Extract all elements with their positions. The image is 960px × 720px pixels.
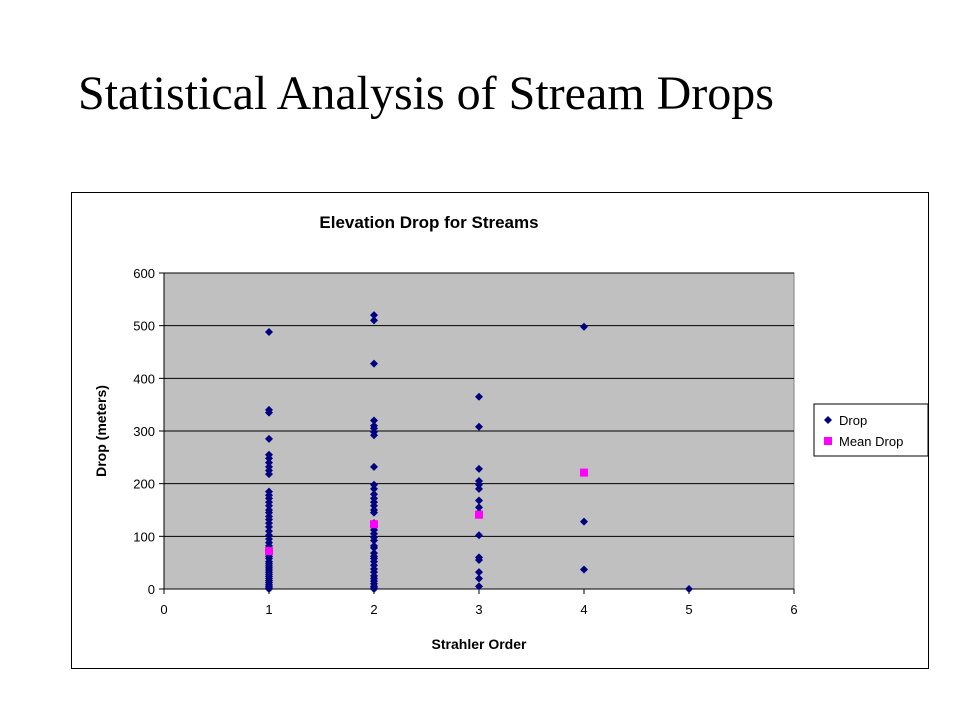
drop-point (370, 316, 378, 325)
drop-point (370, 585, 378, 593)
drop-point (475, 531, 483, 540)
drop-point (265, 470, 273, 479)
x-tick-label: 2 (370, 602, 377, 617)
drop-point (370, 536, 378, 545)
drop-point (475, 574, 483, 583)
drop-point (265, 454, 273, 463)
y-tick-label: 300 (133, 424, 155, 439)
drop-point (265, 501, 273, 510)
y-tick-label: 100 (133, 529, 155, 544)
drop-point (370, 490, 378, 499)
y-tick-label: 0 (148, 582, 155, 597)
drop-point (475, 484, 483, 493)
legend-entries: Drop Mean Drop (824, 413, 903, 449)
drop-point (475, 556, 483, 565)
drop-point (265, 408, 273, 417)
drop-point (475, 464, 483, 473)
legend-label-drop: Drop (839, 413, 867, 428)
scatter-chart: Elevation Drop for Streams 0100200300400… (93, 213, 929, 652)
x-tick-label: 5 (685, 602, 692, 617)
legend-box (813, 403, 929, 457)
drop-point (475, 422, 483, 431)
slide-title: Statistical Analysis of Stream Drops (78, 67, 774, 120)
drop-point (265, 585, 273, 593)
drop-point (265, 527, 273, 536)
y-tick-label: 200 (133, 477, 155, 492)
drop-point (370, 484, 378, 493)
mean-drop-point (580, 468, 588, 477)
y-tick-labels: 0 100 200 300 400 500 600 (133, 266, 155, 597)
y-tick-label: 500 (133, 319, 155, 334)
drop-point (370, 543, 378, 552)
drop-point (370, 311, 378, 320)
drop-point (370, 480, 378, 489)
drop-point (475, 568, 483, 577)
drop-point (475, 392, 483, 401)
drop-point (580, 517, 588, 526)
x-tick-label: 1 (265, 602, 272, 617)
legend-marker-mean-drop (824, 437, 832, 445)
x-axis-label: Strahler Order (432, 636, 527, 652)
drop-point (370, 416, 378, 425)
drop-point (370, 431, 378, 440)
drop-point (265, 458, 273, 467)
legend: Drop Mean Drop (813, 403, 929, 457)
mean-drop-point (265, 547, 273, 556)
drop-point (370, 508, 378, 517)
x-tick-label: 4 (580, 602, 587, 617)
mean-drop-point (370, 520, 378, 529)
x-tick-label: 6 (790, 602, 797, 617)
drop-point (370, 462, 378, 471)
drop-point (580, 322, 588, 331)
drop-point (370, 359, 378, 368)
y-tick-label: 400 (133, 371, 155, 386)
drop-point (475, 480, 483, 489)
drop-point (370, 501, 378, 510)
drop-point (685, 585, 693, 593)
drop-point (265, 434, 273, 443)
x-tick-labels: 0 1 2 3 4 5 6 (160, 602, 797, 617)
drop-point (475, 503, 483, 512)
y-tick-label: 600 (133, 266, 155, 281)
series-points (265, 311, 693, 593)
drop-point (265, 327, 273, 336)
drop-point (580, 565, 588, 574)
drop-point (475, 496, 483, 505)
x-tick-label: 3 (475, 602, 482, 617)
mean-drop-point (475, 510, 483, 519)
chart-frame: Elevation Drop for Streams 0 100 200 300 400… (71, 192, 929, 669)
y-axis-label: Drop (meters) (93, 385, 109, 477)
x-tick-label: 0 (160, 602, 167, 617)
legend-label-mean-drop: Mean Drop (839, 434, 903, 449)
drop-point (475, 582, 483, 591)
legend-marker-drop (824, 416, 832, 424)
chart-title: Elevation Drop for Streams (319, 213, 538, 232)
drop-point (265, 522, 273, 531)
